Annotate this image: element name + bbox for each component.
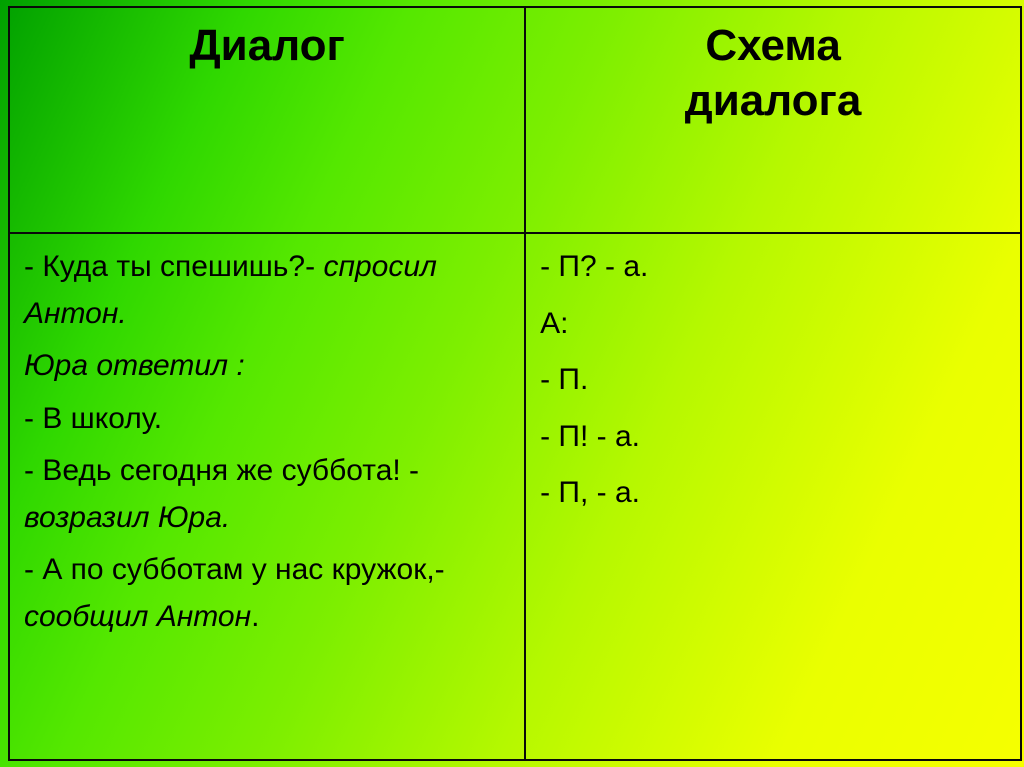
dialog-line-3: - В школу. [24,396,510,443]
scheme-cell: - П? - а. А: - П. - П! - а. - П, - а. [525,233,1021,760]
dialog-table: Диалог Схема диалога - Куда ты спешишь?-… [8,6,1022,761]
dialog-line-4: - Ведь сегодня же суббота! - возразил Юр… [24,448,510,541]
scheme-line-1: - П? - а. [540,244,1006,291]
header-dialog-text: Диалог [189,21,344,70]
header-dialog: Диалог [9,7,525,233]
dialog-line-5a: - А по субботам у нас кружок,- [24,553,445,586]
scheme-line-3: - П. [540,357,1006,404]
scheme-line-4: - П! - а. [540,414,1006,461]
dialog-line-5b: сообщил Антон [24,600,251,633]
dialog-line-1a: - Куда ты спешишь?- [24,250,323,283]
slide: Диалог Схема диалога - Куда ты спешишь?-… [0,0,1024,767]
dialog-line-4a: - Ведь сегодня же суббота! - [24,454,419,487]
dialog-line-4b: возразил Юра. [24,501,230,534]
scheme-line-2: А: [540,301,1006,348]
scheme-line-5: - П, - а. [540,470,1006,517]
header-scheme-line2: диалога [685,76,862,125]
header-scheme: Схема диалога [525,7,1021,233]
dialog-line-5c: . [251,600,259,633]
dialog-line-5: - А по субботам у нас кружок,- сообщил А… [24,547,510,640]
dialog-line-2: Юра ответил : [24,343,510,390]
dialog-cell: - Куда ты спешишь?- спросил Антон. Юра о… [9,233,525,760]
dialog-line-1: - Куда ты спешишь?- спросил Антон. [24,244,510,337]
header-scheme-line1: Схема [705,21,840,70]
